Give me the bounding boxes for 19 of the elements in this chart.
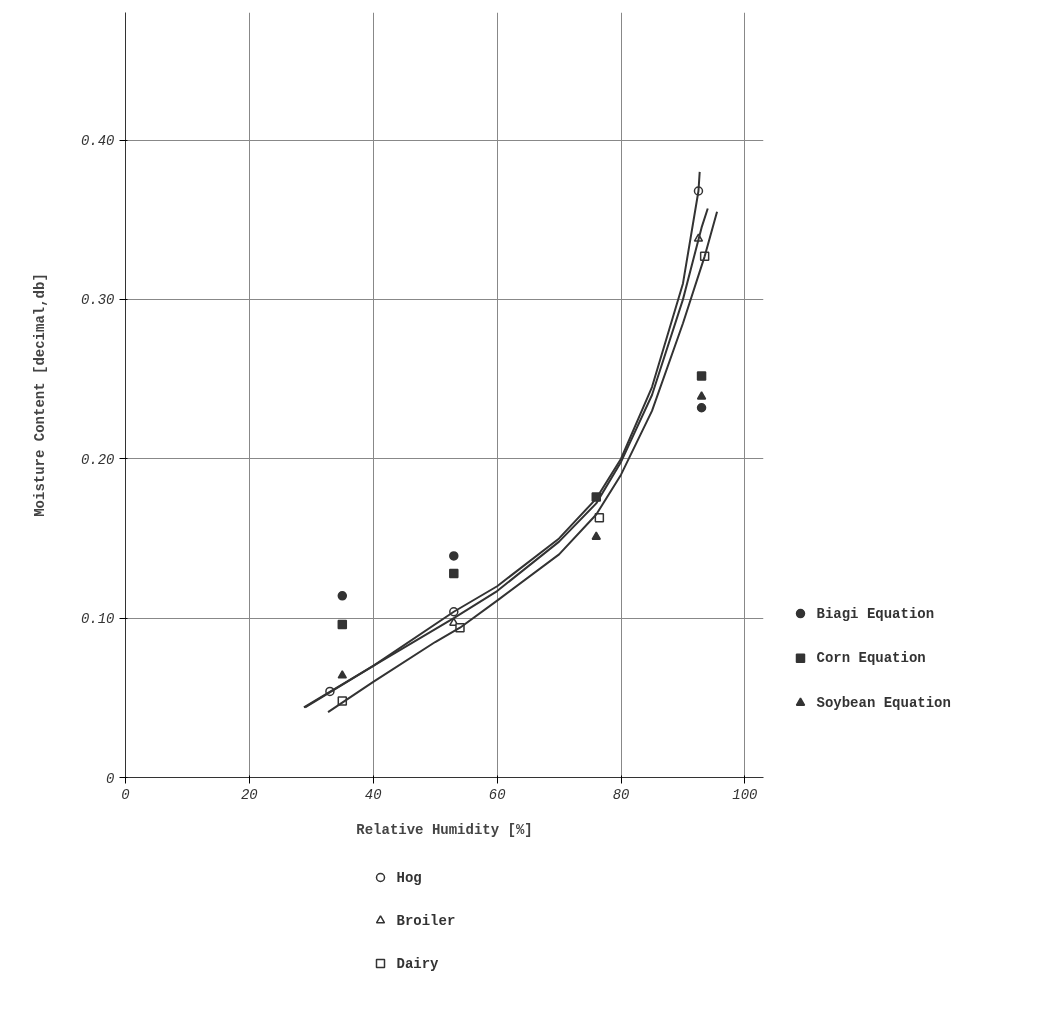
x-tick-label: 60	[488, 786, 506, 803]
x-tick-label: 80	[612, 786, 630, 803]
legend-label: Dairy	[396, 955, 440, 972]
y-tick-label: 0.30	[80, 292, 115, 309]
x-tick-label: 100	[732, 786, 758, 803]
y-tick-label: 0.10	[80, 611, 115, 628]
x-tick-label: 0	[121, 786, 130, 803]
legend-label: Biagi Equation	[816, 605, 935, 622]
x-axis-title: Relative Humidity [%]	[356, 821, 533, 838]
y-tick-label: 0.20	[80, 451, 115, 468]
legend-label: Hog	[396, 869, 422, 886]
y-tick-label: 0	[106, 770, 115, 787]
y-axis-title: Moisture Content [decimal,db]	[31, 273, 48, 517]
x-tick-label: 20	[240, 786, 258, 803]
y-tick-label: 0.40	[80, 133, 115, 149]
legend-label: Broiler	[396, 912, 456, 929]
legend-label: Soybean Equation	[816, 694, 951, 711]
x-tick-label: 40	[364, 786, 382, 803]
legend-label: Corn Equation	[816, 650, 926, 667]
